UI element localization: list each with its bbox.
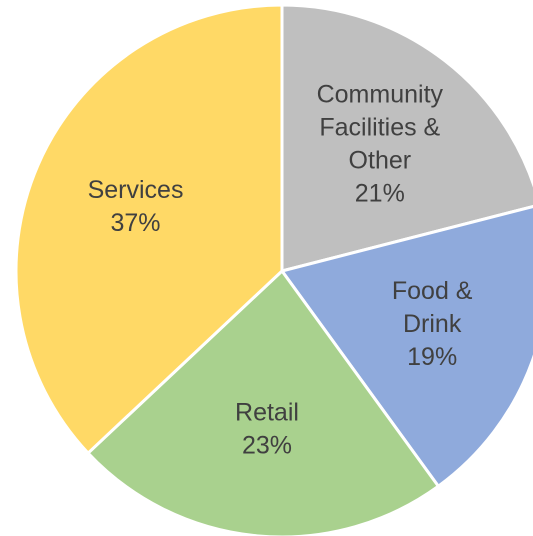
pie-label-category-line: Services [88,176,184,204]
pie-label-category-line: Retail [235,398,299,426]
pie-label-percent: 19% [407,343,457,371]
pie-label-category-line: Facilities & [319,113,440,141]
pie-label-services: Services 37% [88,176,184,237]
pie-label-category-line: Community [317,80,444,108]
pie-labels: Community Facilities & Other 21% Food & Drink… [88,80,473,459]
pie-slice-community-facilities-other [280,3,533,273]
pie-label-category-line: Food & [392,277,473,305]
pie-label-percent: 23% [242,431,292,459]
pie-slice-services [14,3,284,455]
pie-label-percent: 37% [111,209,161,237]
pie-label-retail: Retail 23% [235,398,299,459]
pie-slice-food-drink [280,205,533,488]
pie-label-community-facilities-other: Community Facilities & Other 21% [317,80,444,207]
pie-slices [14,3,533,536]
pie-label-percent: 21% [355,179,405,207]
pie-label-category-line: Drink [403,310,462,338]
pie-label-category-line: Other [349,146,412,174]
pie-label-food-drink: Food & Drink 19% [392,277,473,371]
